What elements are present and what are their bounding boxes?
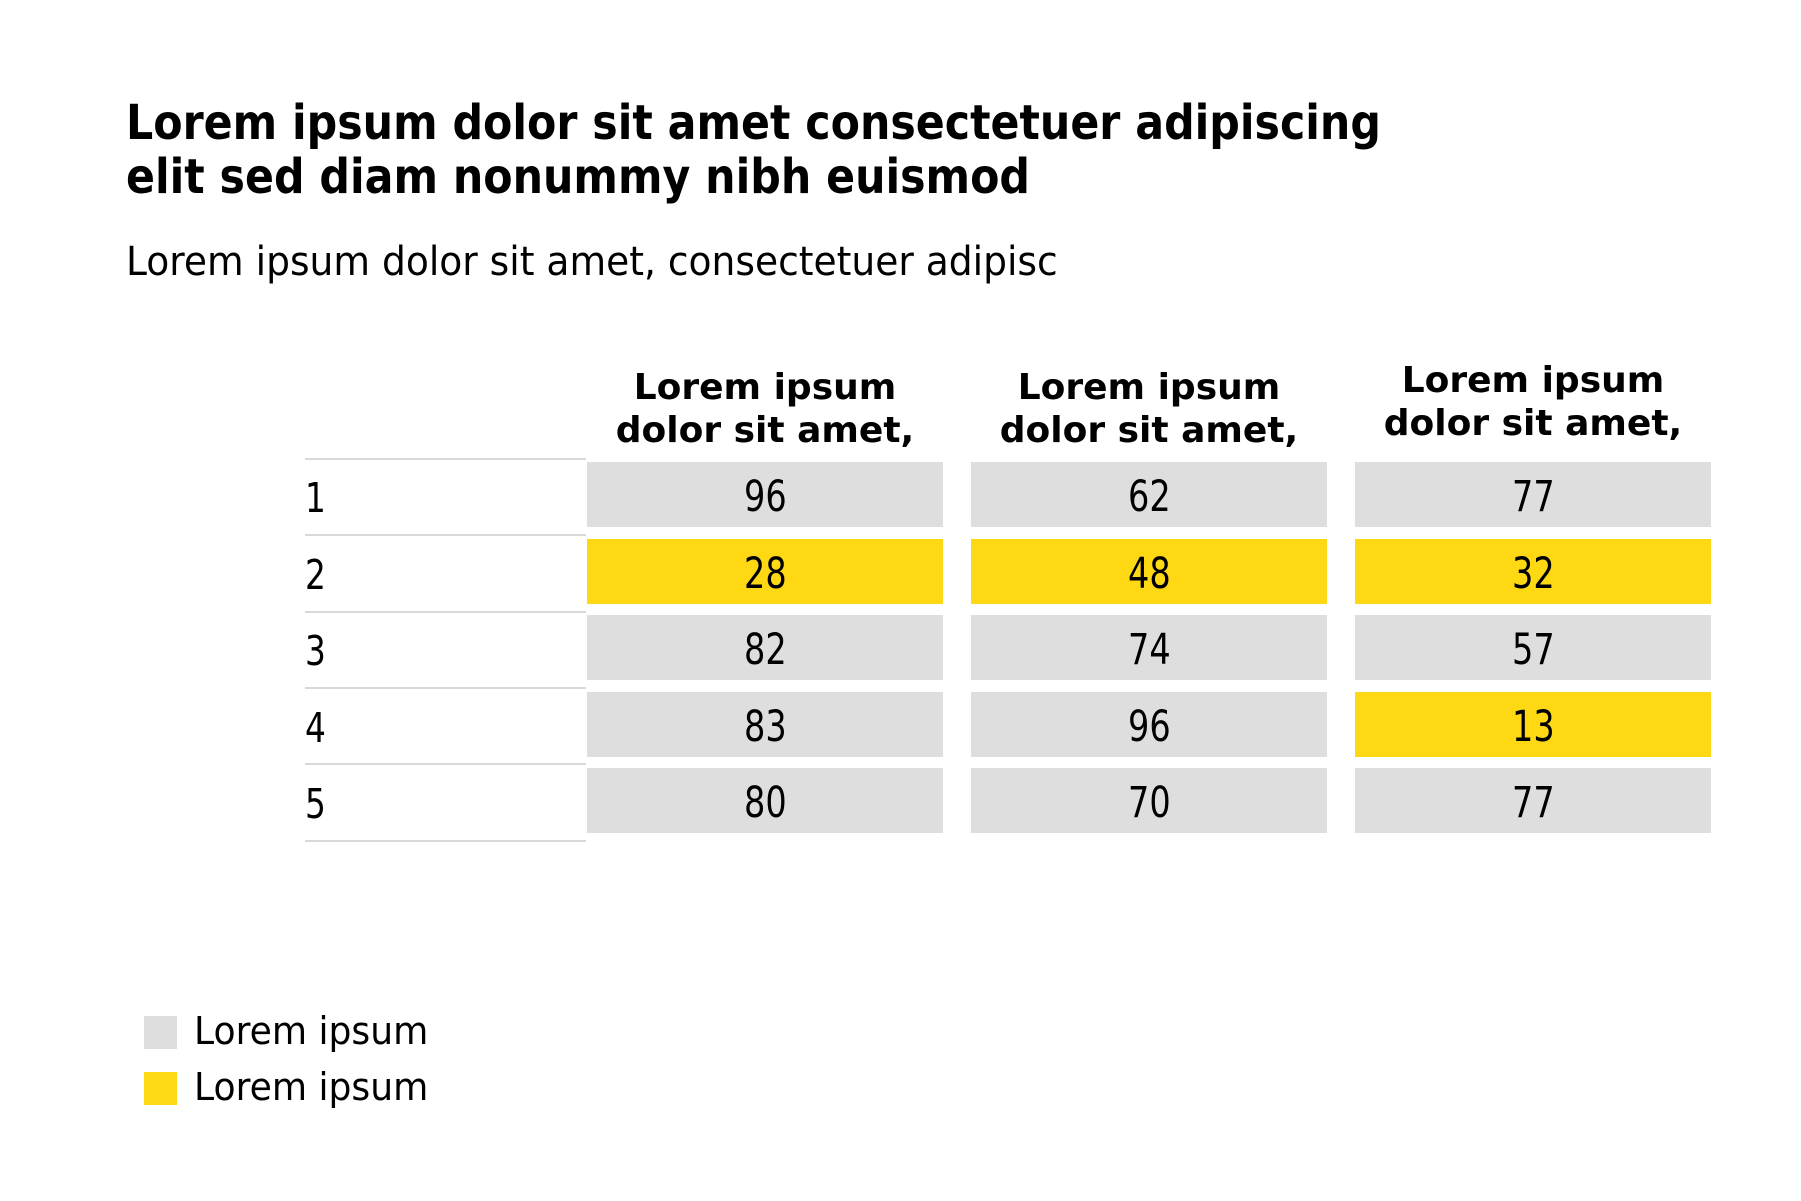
row-separator-line bbox=[305, 840, 586, 842]
cell-value: 32 bbox=[1511, 549, 1555, 599]
table-cell: 96 bbox=[587, 462, 943, 527]
row-label-text: 5 bbox=[305, 780, 326, 828]
table-cell: 62 bbox=[971, 462, 1327, 527]
row-label-text: 4 bbox=[305, 704, 326, 752]
cell-value: 13 bbox=[1511, 702, 1555, 752]
row-separator-line bbox=[305, 458, 586, 460]
row-label-3: 3 bbox=[305, 615, 425, 684]
row-separator-line bbox=[305, 534, 586, 536]
legend-label-highlight: Lorem ipsum bbox=[194, 1065, 429, 1109]
legend-swatch-default bbox=[144, 1016, 177, 1049]
table-cell-highlighted: 48 bbox=[971, 539, 1327, 604]
cell-value: 82 bbox=[743, 625, 787, 675]
table-cell: 57 bbox=[1355, 615, 1711, 680]
table-cell: 82 bbox=[587, 615, 943, 680]
row-label-2: 2 bbox=[305, 539, 425, 608]
row-label-text: 3 bbox=[305, 627, 326, 675]
cell-value: 28 bbox=[743, 549, 787, 599]
row-label-text: 2 bbox=[305, 551, 326, 599]
cell-value: 96 bbox=[743, 472, 787, 522]
row-separator-line bbox=[305, 687, 586, 689]
cell-value: 57 bbox=[1511, 625, 1555, 675]
legend-label-default: Lorem ipsum bbox=[194, 1009, 429, 1053]
cell-value: 83 bbox=[743, 702, 787, 752]
table-cell: 77 bbox=[1355, 462, 1711, 527]
row-label-4: 4 bbox=[305, 692, 425, 761]
table-cell: 70 bbox=[971, 768, 1327, 833]
cell-value: 96 bbox=[1127, 702, 1171, 752]
column-header-3: Lorem ipsum dolor sit amet, bbox=[1383, 360, 1683, 444]
table-cell-highlighted: 32 bbox=[1355, 539, 1711, 604]
table-cell: 77 bbox=[1355, 768, 1711, 833]
cell-value: 70 bbox=[1127, 778, 1171, 828]
cell-value: 74 bbox=[1127, 625, 1171, 675]
row-label-5: 5 bbox=[305, 768, 425, 837]
table-cell: 74 bbox=[971, 615, 1327, 680]
cell-value: 80 bbox=[743, 778, 787, 828]
cell-value: 62 bbox=[1127, 472, 1171, 522]
row-label-1: 1 bbox=[305, 462, 425, 531]
page-title: Lorem ipsum dolor sit amet consectetuer … bbox=[126, 95, 1381, 206]
row-separator-line bbox=[305, 763, 586, 765]
table-cell-highlighted: 28 bbox=[587, 539, 943, 604]
column-header-2: Lorem ipsum dolor sit amet, bbox=[999, 367, 1299, 451]
column-header-1: Lorem ipsum dolor sit amet, bbox=[615, 367, 915, 451]
table-cell: 96 bbox=[971, 692, 1327, 757]
table-cell: 80 bbox=[587, 768, 943, 833]
page-subtitle: Lorem ipsum dolor sit amet, consectetuer… bbox=[126, 239, 1058, 285]
row-separator-line bbox=[305, 611, 586, 613]
table-cell-highlighted: 13 bbox=[1355, 692, 1711, 757]
cell-value: 77 bbox=[1511, 472, 1555, 522]
cell-value: 77 bbox=[1511, 778, 1555, 828]
row-label-text: 1 bbox=[305, 474, 326, 522]
legend-swatch-highlight bbox=[144, 1072, 177, 1105]
cell-value: 48 bbox=[1127, 549, 1171, 599]
table-cell: 83 bbox=[587, 692, 943, 757]
